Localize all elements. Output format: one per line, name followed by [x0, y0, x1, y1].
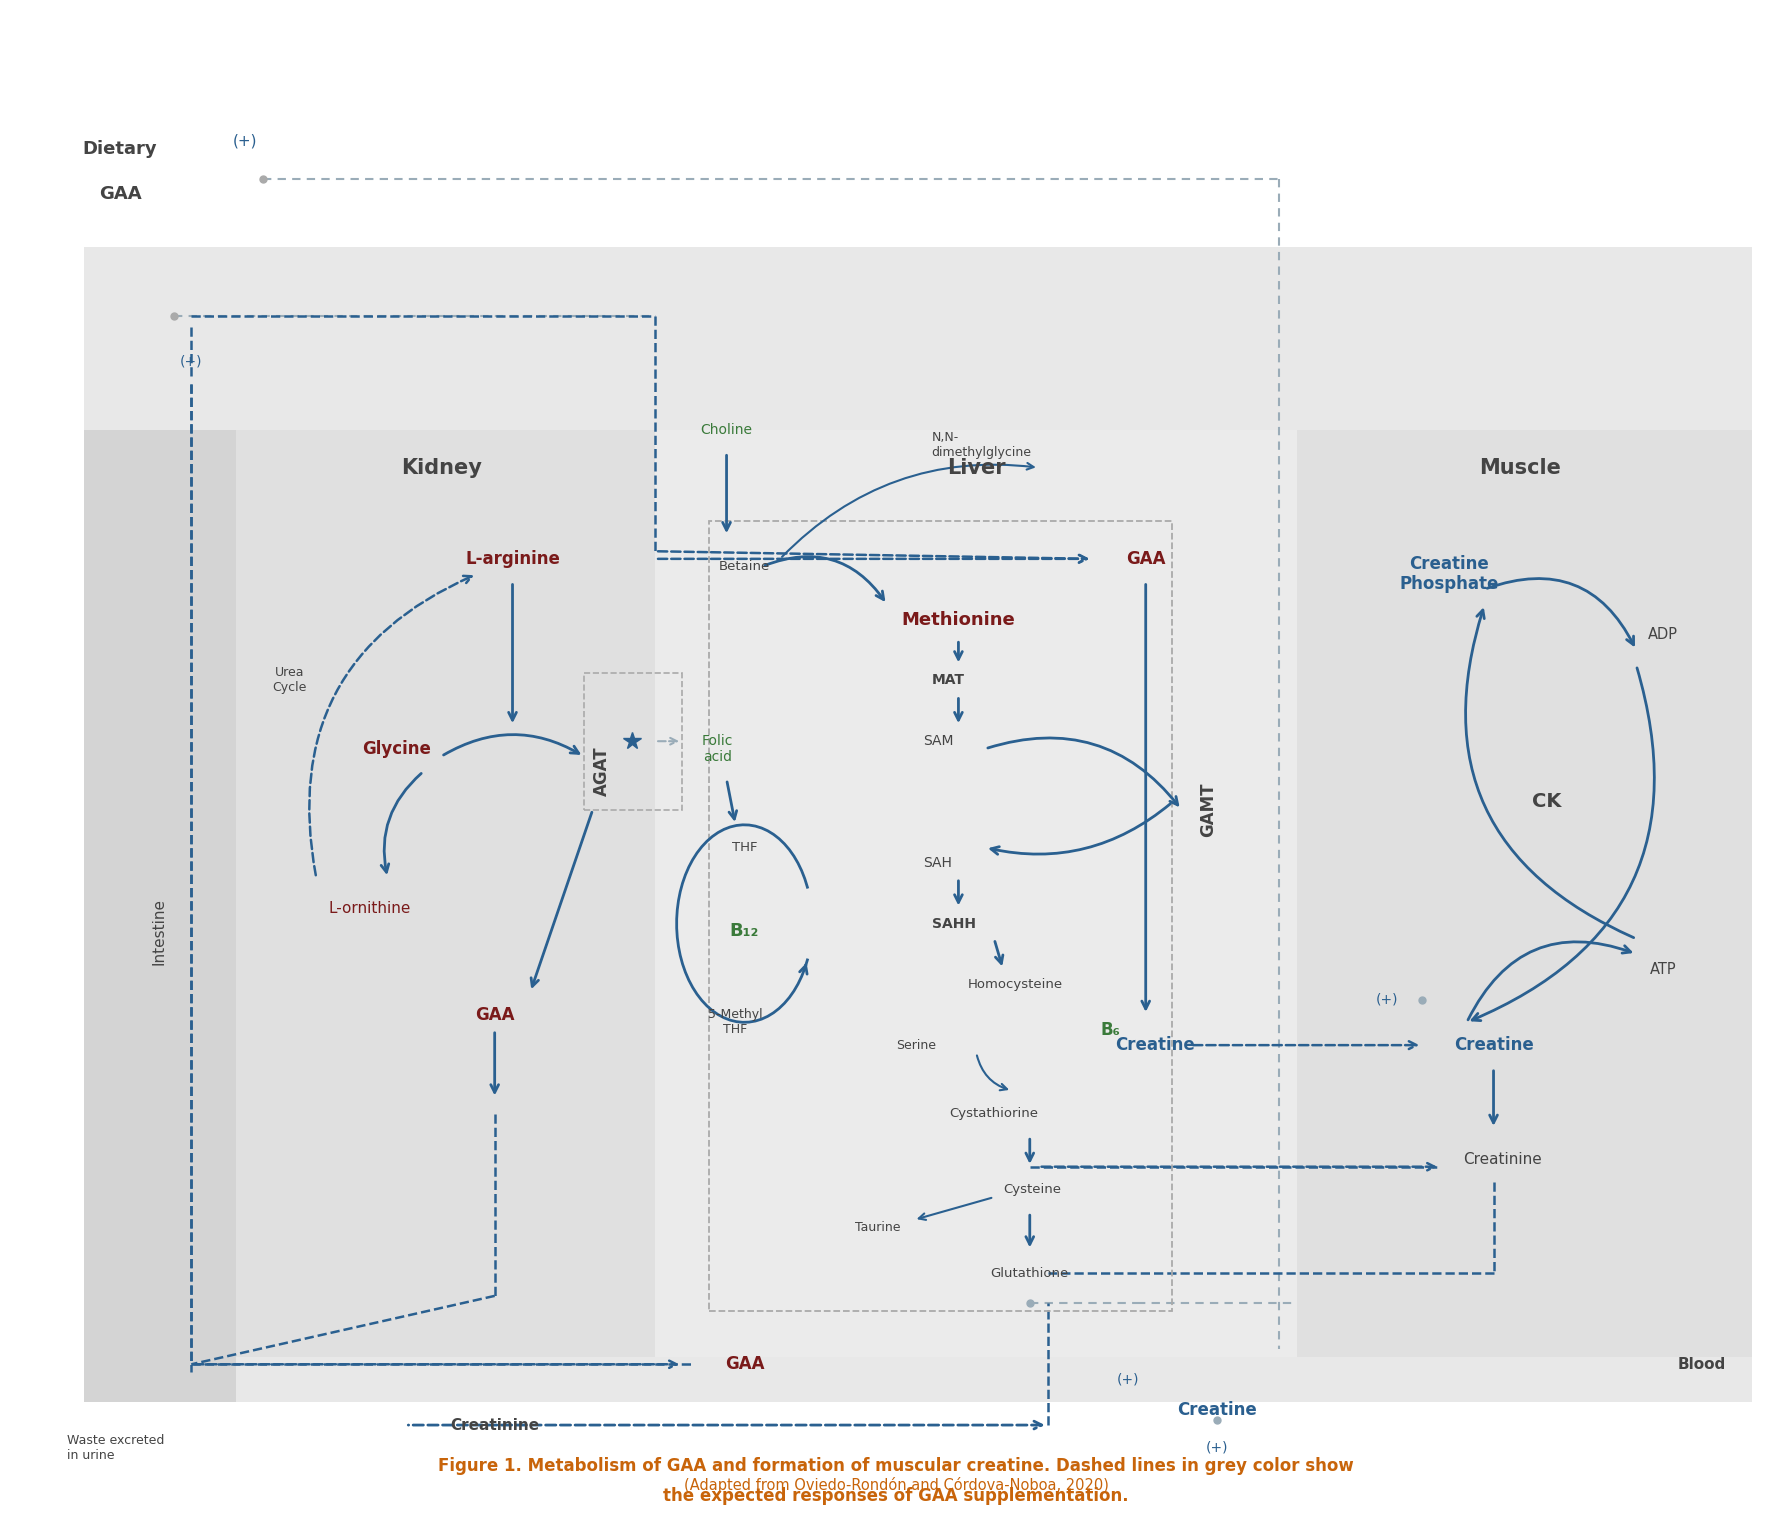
Text: AGAT: AGAT — [593, 747, 611, 796]
Text: (+): (+) — [1116, 1372, 1140, 1386]
Text: Cysteine: Cysteine — [1004, 1183, 1061, 1196]
Text: Serine: Serine — [896, 1039, 935, 1051]
Text: Glycine: Glycine — [362, 740, 432, 758]
Text: (+): (+) — [1206, 1441, 1228, 1455]
Text: Glutathione: Glutathione — [991, 1267, 1068, 1279]
Text: Creatine: Creatine — [1453, 1036, 1534, 1054]
Text: GAA: GAA — [475, 1005, 514, 1024]
Text: B₆: B₆ — [1100, 1021, 1120, 1039]
Text: ATP: ATP — [1650, 961, 1676, 976]
Text: L-arginine: L-arginine — [466, 550, 559, 568]
FancyBboxPatch shape — [84, 248, 1753, 1403]
Text: Intestine: Intestine — [152, 897, 167, 964]
Text: GAMT: GAMT — [1199, 782, 1217, 837]
Text: GAA: GAA — [99, 185, 142, 203]
Text: SAHH: SAHH — [932, 917, 975, 931]
Text: (+): (+) — [181, 354, 202, 368]
Text: THF: THF — [731, 840, 758, 854]
Text: Dietary: Dietary — [82, 139, 158, 157]
Text: Creatinine: Creatinine — [450, 1418, 539, 1433]
Text: CK: CK — [1532, 793, 1561, 811]
Text: MAT: MAT — [932, 674, 964, 688]
Text: (Adapted from Oviedo-Rondón and Córdova-Noboa, 2020): (Adapted from Oviedo-Rondón and Córdova-… — [683, 1478, 1109, 1493]
Text: 5-Methyl
THF: 5-Methyl THF — [708, 1008, 763, 1036]
Text: Urea
Cycle: Urea Cycle — [272, 666, 306, 694]
FancyBboxPatch shape — [237, 429, 656, 1357]
Text: Creatinine: Creatinine — [1462, 1152, 1541, 1166]
Text: (+): (+) — [233, 133, 258, 148]
Text: GAA: GAA — [1125, 550, 1165, 568]
Text: Cystathiorine: Cystathiorine — [950, 1106, 1039, 1120]
Text: Creatine
Phosphate: Creatine Phosphate — [1400, 555, 1498, 593]
Text: Choline: Choline — [701, 423, 753, 437]
Text: GAA: GAA — [724, 1355, 763, 1374]
Text: Creatine: Creatine — [1115, 1036, 1195, 1054]
Text: Liver: Liver — [946, 458, 1005, 478]
FancyBboxPatch shape — [656, 429, 1297, 1357]
FancyBboxPatch shape — [1297, 429, 1753, 1357]
Text: SAH: SAH — [923, 856, 952, 869]
Text: Waste excreted
in urine: Waste excreted in urine — [66, 1433, 165, 1462]
Text: Homocysteine: Homocysteine — [968, 978, 1063, 990]
Text: Betaine: Betaine — [719, 559, 771, 573]
FancyBboxPatch shape — [84, 429, 237, 1403]
Text: the expected responses of GAA supplementation.: the expected responses of GAA supplement… — [663, 1487, 1129, 1505]
Text: Kidney: Kidney — [401, 458, 482, 478]
Text: Muscle: Muscle — [1480, 458, 1561, 478]
Text: Blood: Blood — [1677, 1357, 1726, 1372]
Text: Taurine: Taurine — [855, 1221, 901, 1235]
Text: L-ornithine: L-ornithine — [328, 902, 410, 915]
Text: Methionine: Methionine — [901, 611, 1016, 628]
Text: B₁₂: B₁₂ — [729, 923, 760, 940]
Text: Folic
acid: Folic acid — [702, 733, 733, 764]
Text: SAM: SAM — [923, 735, 953, 749]
Text: Figure 1. Metabolism of GAA and formation of muscular creatine. Dashed lines in : Figure 1. Metabolism of GAA and formatio… — [437, 1458, 1355, 1475]
Text: ADP: ADP — [1649, 628, 1677, 642]
Text: Creatine: Creatine — [1177, 1401, 1256, 1420]
Text: (+): (+) — [1374, 993, 1398, 1007]
Text: N,N-
dimethylglycine: N,N- dimethylglycine — [932, 431, 1032, 458]
